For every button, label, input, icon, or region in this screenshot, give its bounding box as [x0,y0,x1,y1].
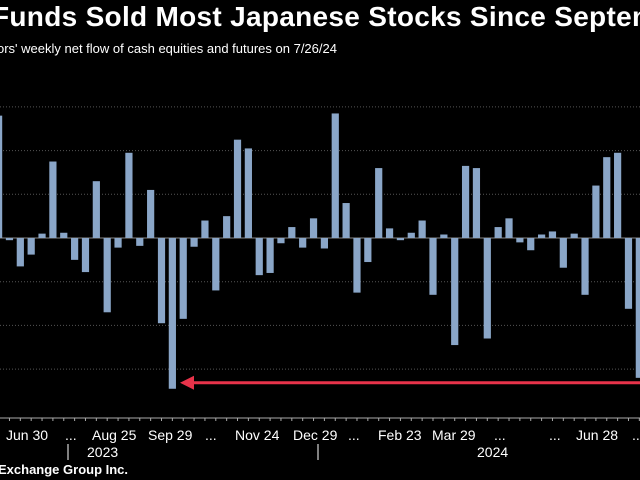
bar [299,238,307,248]
bar [353,238,361,293]
x-tick-label: Aug 25 [92,427,137,443]
bar [103,238,111,313]
bar [38,233,46,238]
x-tick-label: Jun 28 [576,427,618,443]
bar [168,238,176,389]
bar [60,232,68,238]
x-tick-label: ... [348,427,360,443]
bar [136,238,144,246]
bar [223,216,231,238]
bar [581,238,589,295]
bar [81,238,90,273]
bar [614,152,622,238]
bar [635,238,640,378]
bar [0,115,3,238]
bar [255,238,263,276]
x-tick-label: ... [205,427,217,443]
x-tick-label: ... [632,427,640,443]
bar [407,232,415,238]
bar [16,238,24,267]
bar [190,238,198,247]
bar [624,238,633,309]
x-tick-label: Nov 24 [235,427,280,443]
arrow-head [180,375,194,390]
bar [375,168,383,238]
bar [603,157,611,238]
bar [505,218,513,238]
bar [147,189,155,238]
bar [125,152,133,238]
bar [570,233,578,238]
bar [385,228,394,238]
x-axis: Jun 30... Aug 25 Sep 29... Nov 24 Dec 29... F… [0,417,640,460]
bar [212,238,220,291]
bar [71,238,79,260]
bars [0,113,640,389]
bar [396,238,405,241]
bar [592,185,600,238]
bar [516,238,524,243]
bar [538,234,546,238]
bar [418,220,426,238]
bar [27,238,35,255]
bar [5,238,14,241]
x-tick-label: Feb 23 [378,427,422,443]
bar [114,238,122,248]
bar [277,238,285,244]
bar [244,148,252,238]
bar [179,238,187,319]
bar [320,238,328,249]
bar [559,238,567,268]
year-label: 2023 [87,444,118,460]
x-tick-label: Dec 29 [293,427,338,443]
x-tick-label: ... [549,427,561,443]
lowest-flow-arrow [180,375,640,390]
bar [157,238,166,324]
bar [364,238,372,263]
x-tick-label: Sep 29 [148,427,193,443]
bar [548,231,557,238]
bar [331,113,339,238]
bar [429,238,437,295]
x-tick-label: Mar 29 [432,427,476,443]
bar [92,181,100,238]
chart-subtitle: ors' weekly net flow of cash equities an… [0,41,337,56]
bar [201,220,209,238]
bar [461,165,470,238]
bar [233,139,242,238]
bar [288,227,296,238]
bar [342,203,350,238]
x-tick-label: ... [65,427,77,443]
bar [527,238,535,251]
bar [440,234,448,238]
chart-title: Funds Sold Most Japanese Stocks Since Se… [0,1,640,32]
bar [451,238,459,346]
bar [49,161,57,238]
x-tick-label: ... [494,427,506,443]
bar [309,218,318,238]
bar [472,168,481,238]
year-label: 2024 [477,444,508,460]
source-note: Exchange Group Inc. [0,462,129,477]
bar [483,238,491,339]
bar [494,227,502,238]
x-tick-label: Jun 30 [6,427,48,443]
bar [266,238,274,273]
